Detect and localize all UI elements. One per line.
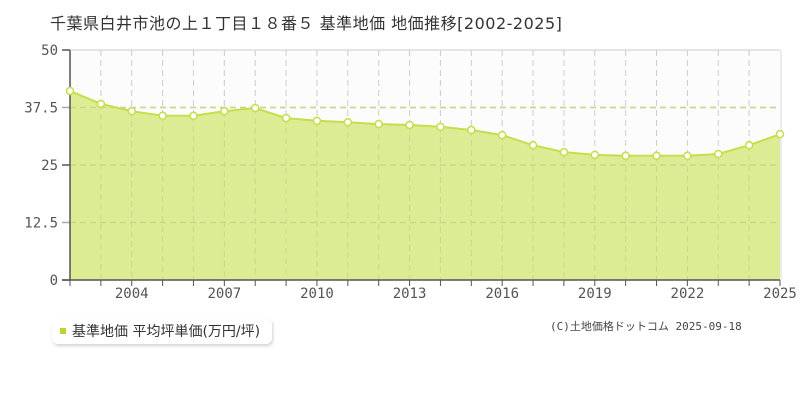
data-point — [189, 111, 198, 121]
data-point — [127, 106, 136, 116]
data-point — [683, 151, 692, 161]
data-point — [158, 111, 167, 121]
data-point — [65, 86, 75, 96]
svg-text:2016: 2016 — [485, 286, 519, 302]
data-point — [621, 151, 630, 161]
svg-text:2025: 2025 — [763, 286, 797, 302]
copyright-text: (C)土地価格ドットコム 2025-09-18 — [550, 320, 742, 333]
data-point — [497, 130, 507, 140]
data-point — [312, 116, 322, 126]
data-point — [652, 151, 661, 161]
svg-text:0: 0 — [50, 273, 58, 289]
svg-text:50: 50 — [41, 43, 58, 59]
data-point — [436, 122, 445, 132]
svg-text:12.5: 12.5 — [24, 216, 58, 232]
svg-text:37.5: 37.5 — [24, 101, 58, 117]
data-point — [714, 149, 723, 159]
data-point — [559, 147, 569, 157]
data-point — [775, 129, 785, 139]
legend-label: 基準地価 平均坪単価(万円/坪) — [72, 324, 261, 340]
data-point — [744, 140, 754, 150]
data-point — [96, 99, 106, 109]
data-point — [467, 125, 476, 135]
data-point — [250, 103, 260, 113]
svg-text:2019: 2019 — [578, 286, 612, 302]
data-points — [65, 86, 785, 161]
legend-swatch-icon — [60, 328, 66, 334]
svg-text:2004: 2004 — [115, 286, 149, 302]
data-point — [590, 150, 600, 160]
svg-text:2022: 2022 — [671, 286, 705, 302]
data-area — [69, 89, 781, 281]
data-point — [220, 106, 229, 116]
svg-text:2013: 2013 — [393, 286, 427, 302]
data-point — [528, 140, 538, 150]
svg-text:2007: 2007 — [207, 286, 241, 302]
data-point — [281, 113, 291, 123]
chart-title: 千葉県白井市池の上１丁目１８番５ 基準地価 地価推移[2002-2025] — [50, 14, 563, 33]
data-point — [405, 120, 414, 130]
legend: 基準地価 平均坪単価(万円/坪) — [52, 318, 273, 344]
data-point — [374, 119, 383, 129]
axes: 0 12.5 25 37.5 50 2004 2007 2010 2013 2016 2019 202… — [24, 43, 797, 302]
svg-text:25: 25 — [41, 158, 58, 174]
data-point — [343, 117, 353, 127]
svg-text:2010: 2010 — [300, 286, 334, 302]
